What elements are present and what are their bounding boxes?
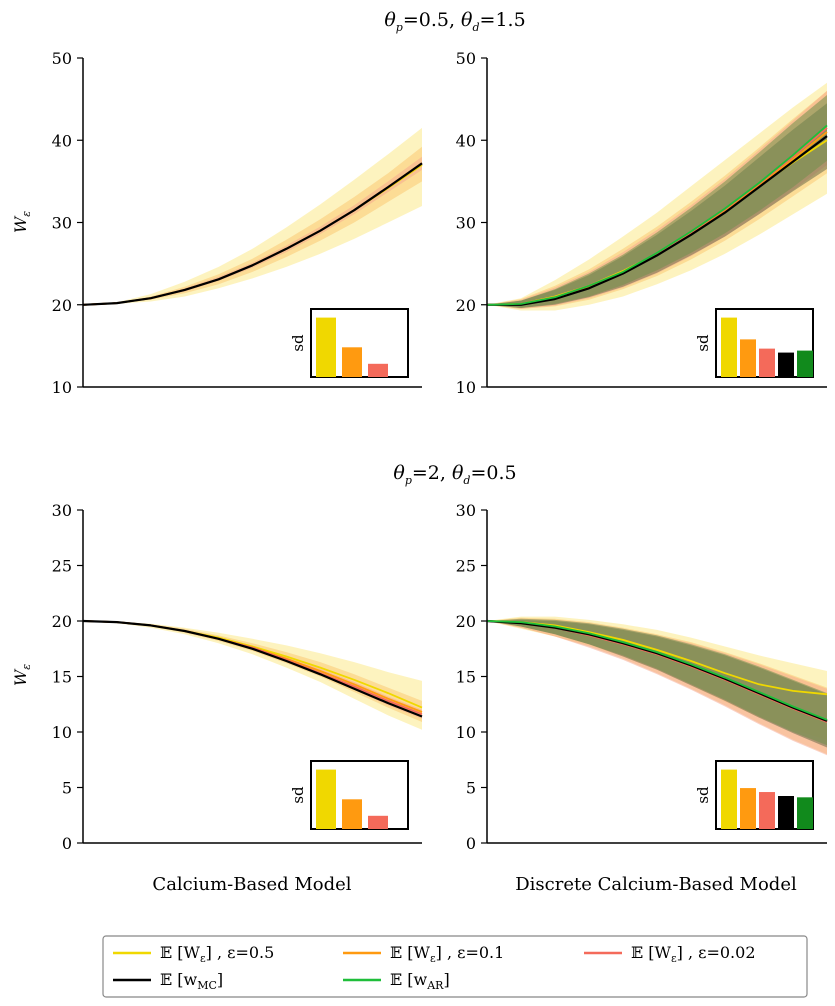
y-tick-label-bottom-right: 5 [466,779,476,798]
band-ar-top-right [487,95,827,308]
y-tick-label-top-right: 40 [456,131,476,150]
panel-top-left: 10 20 30 40 50 sd [52,49,423,397]
legend-frame [102,935,808,998]
inset-bar-bottom-left [368,815,388,829]
inset-bar-top-left [316,317,336,377]
inset-bar-top-right [759,348,775,377]
band-ar-bottom-right [487,618,827,746]
y-axis-label-bottom: Wε [11,664,33,686]
inset-bar-top-right [740,339,756,377]
inset-bar-bottom-right [721,769,737,829]
inset-sd-label-bottom-right: sd [694,786,712,804]
panel-bottom-left: 0 5 10 15 20 25 30 sd [52,501,423,853]
inset-sd-label-top-left: sd [289,334,307,352]
legend-label-e002: 𝔼 [Wε] , ε=0.02 [631,943,756,965]
y-tick-label-top-left: 40 [52,131,72,150]
legend-label-e01: 𝔼 [Wε] , ε=0.1 [390,943,504,965]
inset-bar-bottom-right [740,788,756,829]
y-tick-label-bottom-right: 25 [456,557,476,576]
inset-bar-top-left [368,363,388,377]
inset-bar-top-right [778,352,794,377]
inset-bottom-left: sd [289,760,409,830]
y-axis-label-top: Wε [11,211,33,233]
legend-entry-ar: 𝔼 [wAR] [343,970,450,992]
legend: 𝔼 [Wε] , ε=0.5 𝔼 [Wε] , ε=0.1 𝔼 [Wε] , ε=0… [102,935,808,998]
panel-top-right: 10 20 30 40 50 sd [456,49,828,397]
legend-label-mc: 𝔼 [wMC] [160,970,223,992]
inset-bar-bottom-right [759,792,775,829]
inset-bar-top-right [797,350,813,377]
y-tick-label-top-left: 50 [52,49,72,68]
y-tick-label-bottom-right: 20 [456,612,476,631]
y-tick-label-bottom-left: 20 [52,612,72,631]
legend-entry-e05: 𝔼 [Wε] , ε=0.5 [113,943,274,965]
inset-bottom-right: sd [694,760,814,830]
y-tick-label-bottom-left: 10 [52,723,72,742]
line-mc-bottom-right [486,619,828,722]
inset-bar-bottom-left [316,769,336,829]
panel-bottom-right: 0 5 10 15 20 25 30 sd [456,501,828,853]
legend-entry-mc: 𝔼 [wMC] [113,970,223,992]
y-tick-label-bottom-right: 15 [456,668,476,687]
line-ar-top-right [486,124,828,306]
row-title-bottom: θp=2, θd=0.5 [393,462,516,487]
legend-label-ar: 𝔼 [wAR] [390,970,450,992]
inset-top-left: sd [289,308,409,378]
row-title-top: θp=0.5, θd=1.5 [384,9,525,34]
legend-entry-e01: 𝔼 [Wε] , ε=0.1 [343,943,504,965]
line-mc-top-left [82,162,423,306]
line-ar-bottom-right [486,620,828,721]
inset-sd-label-bottom-left: sd [289,786,307,804]
y-tick-label-bottom-left: 25 [52,557,72,576]
inset-sd-label-top-right: sd [694,334,712,352]
y-tick-label-top-right: 30 [456,214,476,233]
inset-bar-bottom-right [778,796,794,829]
line-mc-bottom-left [82,619,423,718]
y-tick-label-bottom-left: 15 [52,668,72,687]
inset-bar-bottom-left [342,799,362,829]
y-tick-label-top-right: 20 [456,296,476,315]
inset-bar-top-right [721,317,737,377]
y-tick-label-bottom-right: 10 [456,723,476,742]
column-label-left: Calcium-Based Model [152,874,351,895]
y-tick-label-bottom-left: 30 [52,501,72,520]
y-tick-label-bottom-right: 0 [466,834,476,853]
y-tick-label-top-right: 50 [456,49,476,68]
y-tick-label-bottom-left: 5 [62,779,72,798]
band-e05-bottom-left [83,621,422,730]
y-tick-label-top-right: 10 [456,378,476,397]
legend-label-e05: 𝔼 [Wε] , ε=0.5 [160,943,274,965]
column-label-right: Discrete Calcium-Based Model [515,874,797,895]
y-tick-label-top-left: 30 [52,214,72,233]
inset-bar-bottom-right [797,797,813,829]
y-tick-label-top-left: 10 [52,378,72,397]
inset-bar-top-left [342,347,362,377]
y-tick-label-bottom-left: 0 [62,834,72,853]
band-e05-top-left [83,127,422,305]
y-tick-label-top-left: 20 [52,296,72,315]
y-tick-label-bottom-right: 30 [456,501,476,520]
panels: 10 20 30 40 50 sd 10 20 30 40 50 sd 0 5 10 15 20 25 30 sd 0 5… [52,49,828,853]
legend-entry-e002: 𝔼 [Wε] , ε=0.02 [584,943,756,965]
line-mc-top-right [487,135,828,306]
inset-top-right: sd [694,308,814,378]
